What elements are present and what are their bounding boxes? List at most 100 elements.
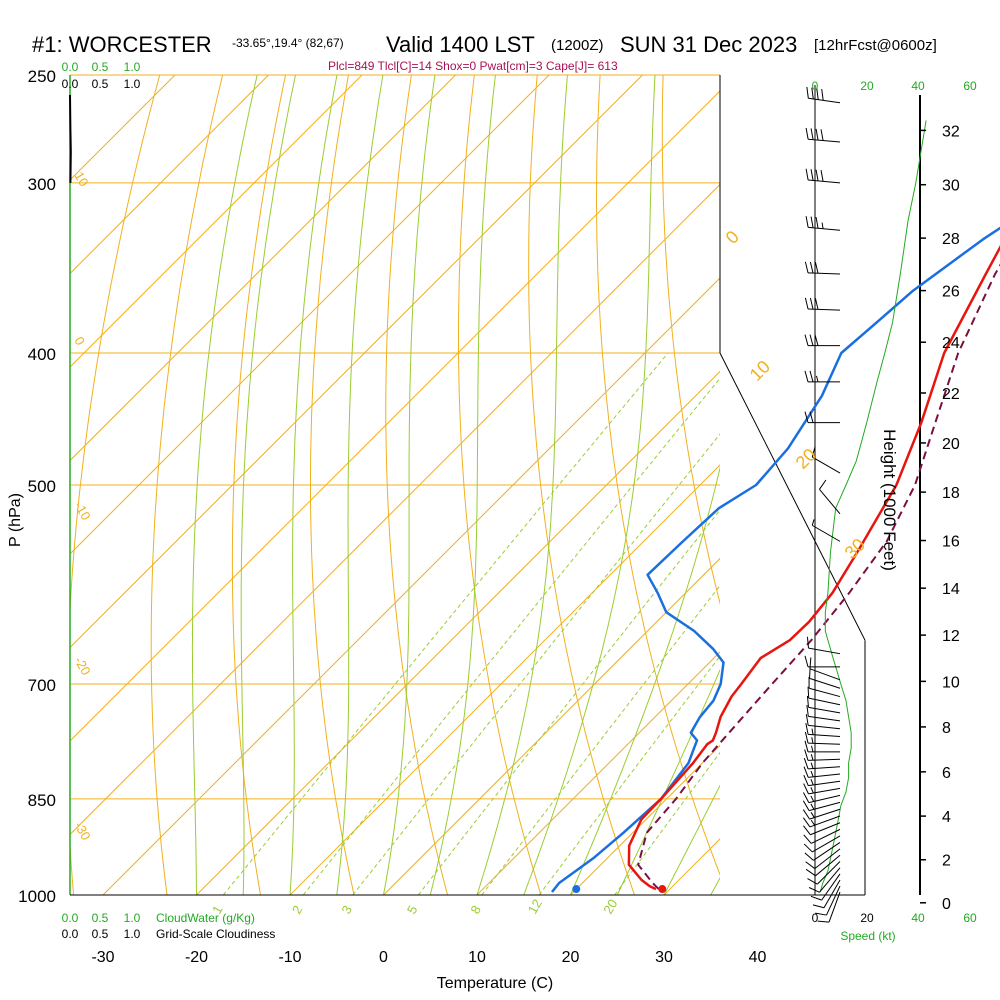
barb-flag [804, 411, 809, 423]
dry-adiabat-line [385, 75, 449, 895]
dry-adiabat-line [150, 75, 224, 895]
barb-staff [815, 854, 841, 877]
mixing-ratio-label: 8 [467, 903, 484, 917]
pressure-tick-label: 700 [28, 676, 56, 695]
height-tick-label: 18 [942, 485, 960, 502]
x-tick-label: -10 [278, 949, 301, 966]
x-tick-label: -30 [91, 949, 114, 966]
barb-flag [808, 887, 820, 893]
barb-staff [809, 668, 841, 681]
mixing-ratio-line [352, 433, 720, 895]
height-tick-label: 6 [942, 765, 951, 782]
forecast-hour: [12hrFcst@0600z] [814, 37, 937, 54]
barb-staff [812, 456, 841, 474]
x-tick-label: 20 [562, 949, 580, 966]
barb-staff [828, 891, 841, 923]
moist-adiabat-line [616, 668, 720, 895]
barb-staff [808, 773, 841, 778]
mixing-ratio-label: 2 [289, 903, 306, 917]
wind-barb [803, 766, 841, 778]
barb-flag [802, 800, 810, 811]
wind-barb [803, 757, 841, 770]
dry-adiabat-label: -20 [71, 654, 93, 678]
barb-staff [813, 842, 841, 861]
wind-barb [810, 873, 841, 901]
height-tick-label: 28 [942, 231, 960, 248]
barb-flag [815, 128, 819, 141]
station-coords: -33.65°,19.4° (82,67) [232, 36, 344, 50]
barb-flag [821, 88, 824, 101]
barb-flag [809, 370, 814, 383]
dewpoint-line [551, 226, 1000, 893]
temperature-line [627, 244, 1000, 891]
barb-staff [809, 677, 841, 689]
wind-barb [806, 695, 841, 714]
wind-barb [817, 891, 841, 923]
x-tick-label: 0 [379, 949, 388, 966]
barb-flag [806, 705, 809, 717]
barb-staff [809, 815, 841, 828]
wind-barb [805, 216, 841, 231]
barb-half-flag [821, 222, 824, 229]
barb-staff [808, 308, 841, 311]
moist-adiabat-line [570, 466, 720, 895]
barb-staff [808, 766, 841, 770]
barb-staff [808, 226, 841, 231]
barb-flag [804, 731, 809, 744]
wind-barb [806, 86, 841, 104]
isotherm-label: 10 [746, 357, 774, 385]
barb-half-flag [816, 375, 819, 382]
wind-barb [802, 808, 841, 820]
barb-staff [812, 524, 841, 542]
moist-adiabat-line [523, 75, 656, 895]
barb-flag [815, 169, 819, 182]
surface-temp-marker [658, 885, 667, 894]
station-title: #1: WORCESTER [32, 32, 212, 57]
isotherm-line [70, 75, 456, 462]
mixing-ratio-label: 5 [404, 903, 421, 917]
barb-half-flag [810, 754, 814, 761]
barb-flag [805, 868, 816, 877]
dry-adiabat-line [70, 75, 161, 895]
speed-bottom-tick: 40 [911, 911, 925, 925]
wind-barb [805, 723, 841, 738]
barb-staff [823, 879, 841, 908]
cloudiness-bottom-tick: 0.0 [62, 927, 79, 941]
dry-adiabat-line [595, 75, 720, 876]
moist-adiabat-line [289, 75, 338, 895]
speed-bottom-tick: 60 [963, 911, 977, 925]
pressure-tick-label: 850 [28, 791, 56, 810]
barb-flag [805, 216, 809, 228]
wind-barb [804, 740, 840, 753]
wind-barb [819, 479, 841, 515]
mixing-ratio-line [417, 509, 720, 895]
speed-top-tick: 0 [812, 79, 819, 93]
valid-time: Valid 1400 LST [386, 32, 535, 57]
barb-half-flag [811, 728, 814, 735]
cloudwater-top-tick: 1.0 [124, 60, 141, 74]
barb-staff [808, 794, 841, 804]
wind-barb [803, 822, 841, 836]
barb-flag [803, 757, 809, 770]
barb-staff [817, 861, 841, 885]
barb-flag [809, 334, 814, 346]
cloudwater-top-tick: 0.0 [62, 60, 79, 74]
cloudwater-label: CloudWater (g/Kg) [156, 911, 255, 925]
barb-half-flag [810, 819, 816, 826]
moist-adiabat-line [429, 75, 496, 895]
barb-staff [808, 801, 841, 812]
barb-flag [806, 695, 809, 708]
cloudiness-top-tick: 0.0 [62, 77, 79, 91]
speed-bottom-tick: 0 [812, 911, 819, 925]
barb-flag [803, 834, 812, 844]
wind-barb [804, 334, 840, 347]
cloudwater-bottom-tick: 0.0 [62, 911, 79, 925]
cloudwater-line [69, 94, 72, 183]
x-tick-label: 10 [468, 949, 486, 966]
barb-staff [808, 715, 841, 722]
height-tick-label: 10 [942, 674, 960, 691]
dry-adiabat-label: 0 [71, 334, 88, 348]
barb-flag [810, 895, 822, 901]
